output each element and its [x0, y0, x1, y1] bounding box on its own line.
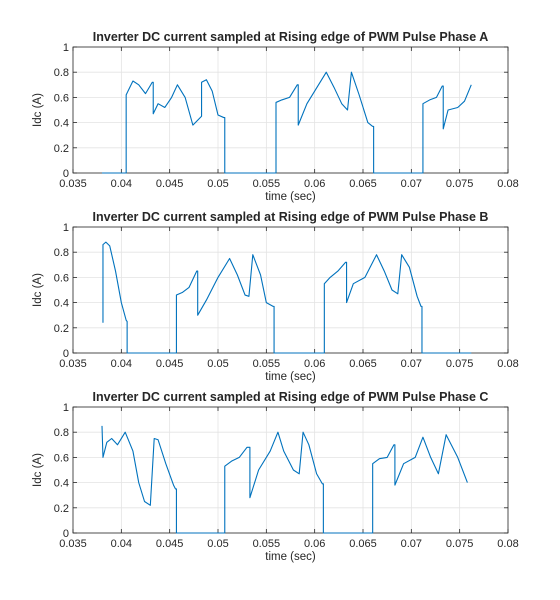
- chart-2-y-tick-label-3: 0.6: [54, 452, 69, 464]
- chart-2-x-tick-label-4: 0.055: [253, 538, 281, 550]
- chart-1-x-tick-label-4: 0.055: [253, 358, 281, 370]
- chart-1-y-tick-label-5: 1: [63, 222, 69, 234]
- chart-0-x-tick-label-8: 0.075: [446, 178, 474, 190]
- chart-1: 0.035 0.04 0.045 0.05 0.055 0.06 0.065 0.07 0.07…: [32, 210, 519, 383]
- chart-0-title: Inverter DC current sampled at Rising ed…: [93, 30, 488, 44]
- chart-2-x-tick-label-5: 0.06: [304, 538, 325, 550]
- chart-1-series-line-0: [102, 241, 472, 354]
- chart-2: 0.035 0.04 0.045 0.05 0.055 0.06 0.065 0.07 0.07…: [32, 390, 519, 563]
- chart-0-x-axis-label: time (sec): [265, 191, 316, 203]
- chart-1-x-tick-label-9: 0.08: [497, 358, 518, 370]
- chart-2-axes-box: [72, 406, 509, 534]
- chart-0-y-tick-label-5: 1: [63, 42, 69, 54]
- chart-0-x-tick-label-6: 0.065: [349, 178, 377, 190]
- chart-2-y-tick-label-1: 0.2: [54, 503, 69, 515]
- chart-0-x-tick-label-2: 0.045: [156, 178, 184, 190]
- chart-2-x-tick-label-2: 0.045: [156, 538, 184, 550]
- chart-2-x-tick-label-1: 0.04: [111, 538, 132, 550]
- chart-0-y-tick-label-2: 0.4: [54, 118, 69, 130]
- chart-1-x-tick-label-5: 0.06: [304, 358, 325, 370]
- chart-0-y-tick-label-1: 0.2: [54, 143, 69, 155]
- chart-1-x-axis-label: time (sec): [265, 371, 316, 383]
- chart-2-x-tick-label-6: 0.065: [349, 538, 377, 550]
- chart-0-x-tick-label-7: 0.07: [401, 178, 422, 190]
- chart-0-x-tick-label-4: 0.055: [253, 178, 281, 190]
- chart-0-axes-box: [72, 46, 509, 174]
- chart-2-title: Inverter DC current sampled at Rising ed…: [93, 390, 489, 404]
- chart-0-y-tick-label-0: 0: [63, 168, 69, 180]
- chart-2-x-tick-label-3: 0.05: [207, 538, 228, 550]
- chart-0-x-tick-label-9: 0.08: [497, 178, 518, 190]
- chart-0: 0.035 0.04 0.045 0.05 0.055 0.06 0.065 0.07 0.07…: [32, 30, 519, 203]
- chart-0-x-tick-label-1: 0.04: [111, 178, 132, 190]
- chart-1-y-axis-label: Idc (A): [32, 273, 44, 307]
- chart-2-y-axis-label: Idc (A): [32, 453, 44, 487]
- chart-2-series-line-0: [101, 425, 468, 534]
- chart-1-x-tick-label-6: 0.065: [349, 358, 377, 370]
- chart-0-series-line-0: [102, 71, 472, 174]
- chart-2-x-tick-label-0: 0.035: [59, 538, 87, 550]
- chart-0-x-tick-label-3: 0.05: [207, 178, 228, 190]
- chart-1-y-tick-label-3: 0.6: [54, 272, 69, 284]
- chart-1-x-tick-label-1: 0.04: [111, 358, 132, 370]
- chart-2-y-tick-label-4: 0.8: [54, 427, 69, 439]
- chart-1-plot-area: [73, 227, 508, 353]
- chart-1-y-tick-label-4: 0.8: [54, 247, 69, 259]
- chart-0-y-axis-label: Idc (A): [32, 93, 44, 127]
- chart-1-x-tick-label-7: 0.07: [401, 358, 422, 370]
- chart-1-x-tick-label-2: 0.045: [156, 358, 184, 370]
- chart-2-x-tick-label-9: 0.08: [497, 538, 518, 550]
- chart-2-y-tick-label-5: 1: [63, 402, 69, 414]
- chart-1-x-tick-label-8: 0.075: [446, 358, 474, 370]
- chart-1-y-tick-label-1: 0.2: [54, 323, 69, 335]
- chart-0-y-tick-label-3: 0.6: [54, 92, 69, 104]
- chart-2-y-tick-label-2: 0.4: [54, 478, 69, 490]
- chart-1-title: Inverter DC current sampled at Rising ed…: [93, 210, 489, 224]
- chart-2-y-tick-label-0: 0: [63, 528, 69, 540]
- chart-2-x-tick-label-7: 0.07: [401, 538, 422, 550]
- chart-2-plot-area: [73, 407, 508, 533]
- chart-1-y-tick-label-2: 0.4: [54, 298, 69, 310]
- chart-0-x-tick-label-5: 0.06: [304, 178, 325, 190]
- chart-1-x-tick-label-0: 0.035: [59, 358, 87, 370]
- chart-2-x-axis-label: time (sec): [265, 551, 316, 563]
- chart-0-plot-area: [73, 47, 508, 173]
- chart-0-x-tick-label-0: 0.035: [59, 178, 87, 190]
- chart-2-x-tick-label-8: 0.075: [446, 538, 474, 550]
- chart-0-y-tick-label-4: 0.8: [54, 67, 69, 79]
- chart-1-y-tick-label-0: 0: [63, 348, 69, 360]
- chart-1-x-tick-label-3: 0.05: [207, 358, 228, 370]
